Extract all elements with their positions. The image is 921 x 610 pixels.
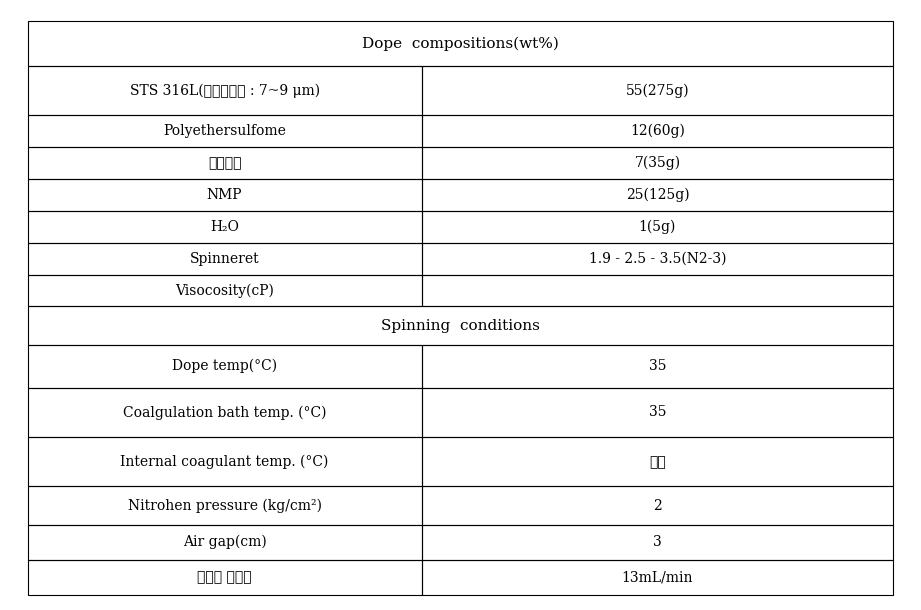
Text: Coalgulation bath temp. (°C): Coalgulation bath temp. (°C) <box>122 405 326 420</box>
Bar <box>28 274 422 306</box>
Text: Nitrohen pressure (kg/cm²): Nitrohen pressure (kg/cm²) <box>128 498 321 513</box>
Text: Visocosity(cP): Visocosity(cP) <box>175 283 274 298</box>
Text: 3: 3 <box>653 535 662 549</box>
Text: 13mL/min: 13mL/min <box>622 570 694 584</box>
Bar <box>422 388 893 437</box>
Bar <box>422 243 893 274</box>
Bar <box>422 525 893 560</box>
Bar <box>28 388 422 437</box>
Text: 1.9 - 2.5 - 3.5(N2-3): 1.9 - 2.5 - 3.5(N2-3) <box>589 252 726 266</box>
Bar <box>28 147 422 179</box>
Bar <box>422 486 893 525</box>
Bar <box>422 179 893 211</box>
Text: 7(35g): 7(35g) <box>635 156 681 170</box>
Text: NMP: NMP <box>207 188 242 202</box>
Bar <box>422 274 893 306</box>
Text: H₂O: H₂O <box>210 220 239 234</box>
Bar <box>28 21 893 66</box>
Bar <box>28 115 422 147</box>
Bar <box>28 243 422 274</box>
Bar <box>28 211 422 243</box>
Bar <box>422 345 893 388</box>
Text: STS 316L(입자사이즈 : 7~9 μm): STS 316L(입자사이즈 : 7~9 μm) <box>130 84 320 98</box>
Text: Internal coagulant temp. (°C): Internal coagulant temp. (°C) <box>121 454 329 469</box>
Bar <box>28 345 422 388</box>
Text: Dope  compositions(wt%): Dope compositions(wt%) <box>362 37 559 51</box>
Text: 12(60g): 12(60g) <box>630 124 685 138</box>
Bar <box>28 437 422 486</box>
Text: 알루미나: 알루미나 <box>208 156 241 170</box>
Bar <box>28 560 422 595</box>
Bar <box>422 560 893 595</box>
Text: Dope temp(°C): Dope temp(°C) <box>172 359 277 373</box>
Bar <box>28 66 422 115</box>
Bar <box>28 306 893 345</box>
Text: 55(275g): 55(275g) <box>625 84 689 98</box>
Text: 2: 2 <box>653 498 662 512</box>
Bar <box>422 437 893 486</box>
Text: Spinneret: Spinneret <box>190 252 260 266</box>
Text: Polyethersulfome: Polyethersulfome <box>163 124 286 138</box>
Text: 35: 35 <box>648 406 666 420</box>
Text: 상온: 상온 <box>649 454 666 468</box>
Text: 응고유 주입량: 응고유 주입량 <box>197 570 252 584</box>
Bar <box>422 66 893 115</box>
Bar <box>422 147 893 179</box>
Text: Spinning  conditions: Spinning conditions <box>381 318 540 332</box>
Bar <box>422 115 893 147</box>
Bar <box>28 486 422 525</box>
Text: 25(125g): 25(125g) <box>625 188 689 202</box>
Text: 35: 35 <box>648 359 666 373</box>
Bar <box>28 179 422 211</box>
Text: 1(5g): 1(5g) <box>639 220 676 234</box>
Bar <box>28 525 422 560</box>
Bar <box>422 211 893 243</box>
Text: Air gap(cm): Air gap(cm) <box>182 535 266 550</box>
